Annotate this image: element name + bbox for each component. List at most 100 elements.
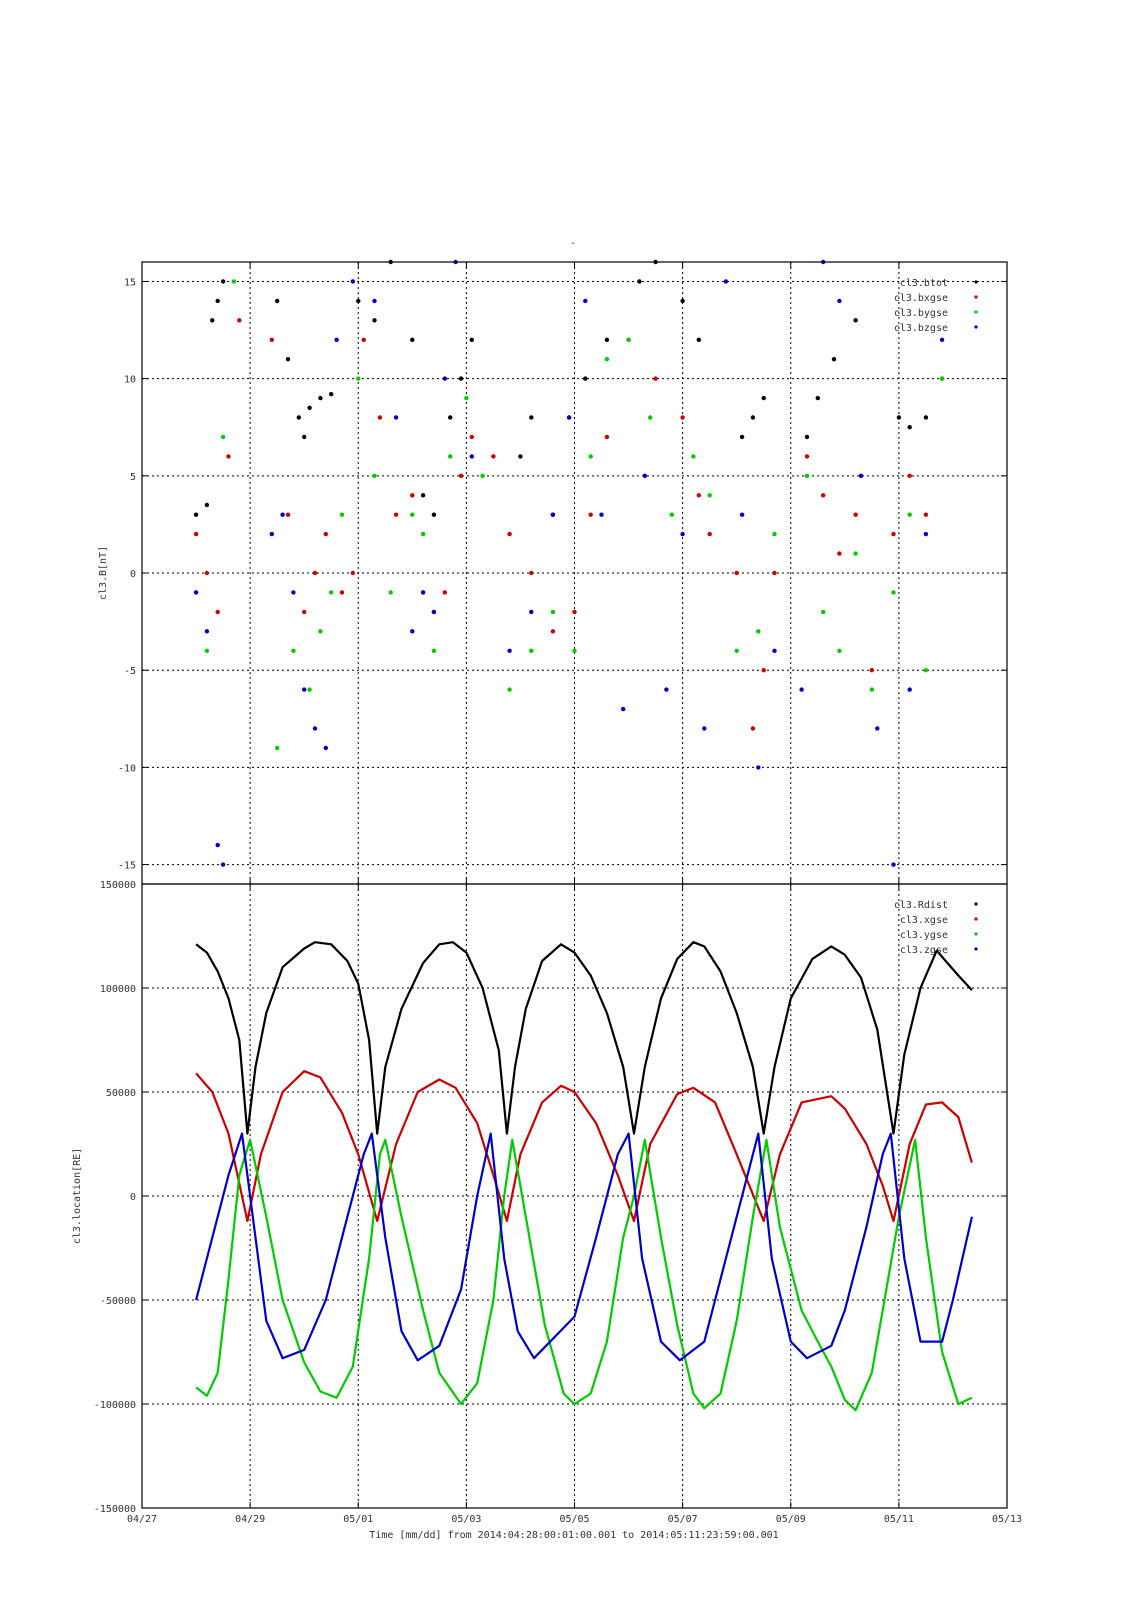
data-point	[680, 298, 685, 304]
data-point	[772, 570, 777, 576]
data-point	[702, 726, 707, 731]
data-point	[804, 454, 810, 459]
data-point	[280, 512, 285, 517]
data-point	[529, 415, 534, 420]
data-point	[642, 473, 647, 478]
x-tick-label: 04/29	[235, 1514, 265, 1525]
data-point	[215, 842, 220, 848]
data-point	[604, 357, 610, 362]
data-point	[312, 726, 318, 731]
data-point	[318, 629, 323, 634]
data-point	[215, 298, 220, 304]
y-tick-label: 0	[130, 1192, 136, 1203]
data-point	[204, 648, 210, 653]
x-tick-label: 05/11	[884, 1514, 914, 1525]
data-point	[220, 279, 226, 284]
data-point	[323, 531, 328, 537]
data-point	[923, 531, 929, 537]
data-point	[269, 531, 274, 537]
data-point	[723, 279, 729, 284]
data-point	[772, 531, 777, 537]
data-point	[231, 279, 237, 284]
data-point	[907, 512, 912, 517]
series-cl3-bzgse-points	[193, 259, 945, 867]
data-point	[339, 590, 345, 595]
x-axis-ticks: 04/27 04/29 05/01 05/03 05/05 05/07 05/09 05/11…	[127, 262, 1022, 1525]
data-point	[750, 726, 756, 731]
data-point	[804, 434, 810, 440]
data-point	[448, 454, 453, 459]
legend-marker	[974, 947, 978, 951]
data-point	[739, 434, 745, 440]
data-point	[588, 512, 593, 517]
x-tick-label: 05/01	[343, 1514, 373, 1525]
legend-marker	[974, 325, 978, 329]
y-tick-label: 15	[124, 277, 136, 288]
data-point	[891, 531, 896, 537]
data-point	[507, 531, 512, 537]
y-tick-label: 150000	[100, 880, 136, 891]
data-point	[210, 318, 215, 323]
data-point	[831, 357, 837, 362]
data-point	[215, 609, 220, 615]
data-point	[664, 687, 669, 692]
data-point	[469, 434, 474, 440]
data-point	[761, 395, 766, 401]
data-point	[572, 648, 577, 653]
legend-label: cl3.xgse	[900, 915, 948, 926]
data-point	[566, 415, 572, 420]
data-point	[529, 609, 534, 615]
data-point	[691, 454, 696, 459]
series-line-cl3-Rdist	[195, 941, 973, 1135]
data-point	[275, 745, 280, 751]
data-point	[621, 706, 626, 712]
data-point	[193, 590, 199, 595]
data-point	[907, 425, 912, 430]
y-tick-label: -100000	[94, 1400, 136, 1411]
data-point	[356, 298, 361, 304]
y-tick-label: -15	[118, 861, 136, 872]
data-point	[907, 687, 912, 692]
data-point	[291, 590, 296, 595]
data-point	[410, 493, 415, 498]
data-point	[734, 648, 739, 653]
x-tick-label: 05/07	[668, 1514, 698, 1525]
data-point	[285, 512, 291, 517]
data-point	[220, 434, 226, 440]
data-point	[393, 415, 399, 420]
location-panel: 150000 100000 50000 0 -50000 -100000 -150000 c…	[72, 880, 1008, 1515]
data-point	[923, 512, 929, 517]
y-tick-label: 10	[124, 375, 136, 386]
data-point	[356, 376, 361, 381]
y-tick-label: 5	[130, 472, 136, 483]
data-point	[756, 765, 761, 770]
data-point	[939, 376, 945, 381]
legend-label: cl3.bxgse	[894, 293, 948, 304]
data-point	[420, 531, 426, 537]
data-point	[458, 473, 464, 478]
series-line-cl3-xgse	[195, 1070, 973, 1223]
data-point	[923, 415, 929, 420]
data-point	[420, 493, 426, 498]
data-point	[853, 551, 858, 556]
data-point	[410, 512, 415, 517]
data-point	[707, 531, 712, 537]
data-point	[858, 473, 864, 478]
data-point	[393, 512, 399, 517]
data-point	[507, 687, 512, 692]
bottom-panel-series-lines	[195, 941, 973, 1412]
data-point	[285, 357, 291, 362]
data-point	[431, 648, 437, 653]
series-line-cl3-ygse	[195, 1138, 973, 1412]
y-tick-label: -150000	[94, 1504, 136, 1515]
data-point	[734, 570, 739, 576]
data-point	[329, 590, 334, 595]
y-tick-label: 100000	[100, 984, 136, 995]
data-point	[329, 392, 334, 397]
magnetic-field-panel: 15 10 5 0 -5 -10 -15 cl3.B[nT] cl3.btot cl3.bxg…	[98, 259, 1008, 885]
data-point	[772, 648, 777, 653]
data-point	[869, 687, 874, 692]
bottom-panel-legend: cl3.Rdist cl3.xgse cl3.ygse cl3.zgse	[894, 900, 978, 956]
data-point	[334, 337, 339, 342]
